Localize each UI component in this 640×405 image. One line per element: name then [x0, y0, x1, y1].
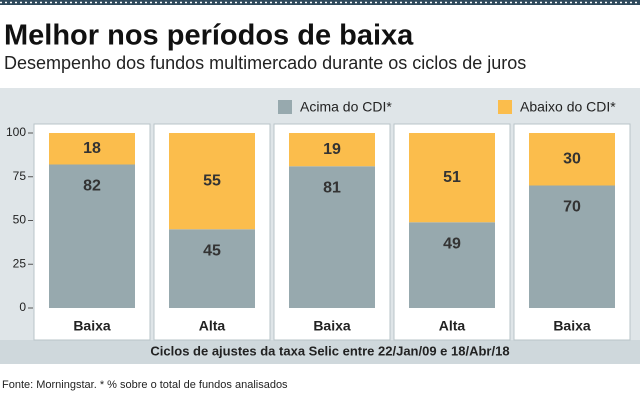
x-tick-label: Baixa — [313, 318, 351, 334]
y-tick-label: 75 — [13, 169, 27, 183]
bar-segment — [529, 133, 615, 186]
data-label: 51 — [443, 169, 461, 186]
legend-swatch — [498, 100, 512, 114]
bar-segment — [169, 133, 255, 230]
x-tick-label: Alta — [439, 318, 466, 334]
bar-segment — [169, 229, 255, 308]
y-tick-label: 100 — [6, 125, 26, 139]
x-axis-label: Ciclos de ajustes da taxa Selic entre 22… — [150, 343, 509, 358]
legend-label: Abaixo do CDI* — [520, 99, 616, 115]
y-tick-label: 25 — [13, 256, 27, 270]
x-tick-label: Alta — [199, 318, 226, 334]
data-label: 18 — [83, 140, 101, 157]
data-label: 55 — [203, 172, 221, 189]
data-label: 19 — [323, 141, 341, 158]
legend-label: Acima do CDI* — [300, 99, 392, 115]
data-label: 70 — [563, 199, 581, 216]
source-note: Fonte: Morningstar. * % sobre o total de… — [2, 379, 288, 391]
bar-segment — [529, 185, 615, 308]
data-label: 30 — [563, 150, 581, 167]
y-tick-label: 50 — [13, 213, 27, 227]
data-label: 45 — [203, 242, 221, 259]
y-tick-label: 0 — [19, 300, 26, 314]
chart-title: Melhor nos períodos de baixa — [4, 20, 414, 52]
bar-segment — [409, 222, 495, 308]
bar-segment — [49, 133, 135, 165]
bar-segment — [49, 164, 135, 308]
legend-swatch — [278, 100, 292, 114]
data-label: 82 — [83, 178, 101, 195]
data-label: 81 — [323, 179, 341, 196]
bar-segment — [289, 166, 375, 308]
data-label: 49 — [443, 235, 461, 252]
bar-segment — [409, 133, 495, 223]
xlabel-band — [0, 340, 640, 364]
bar-segment — [289, 133, 375, 167]
x-tick-label: Baixa — [553, 318, 591, 334]
x-tick-label: Baixa — [73, 318, 111, 334]
chart-subtitle: Desempenho dos fundos multimercado duran… — [4, 53, 526, 73]
